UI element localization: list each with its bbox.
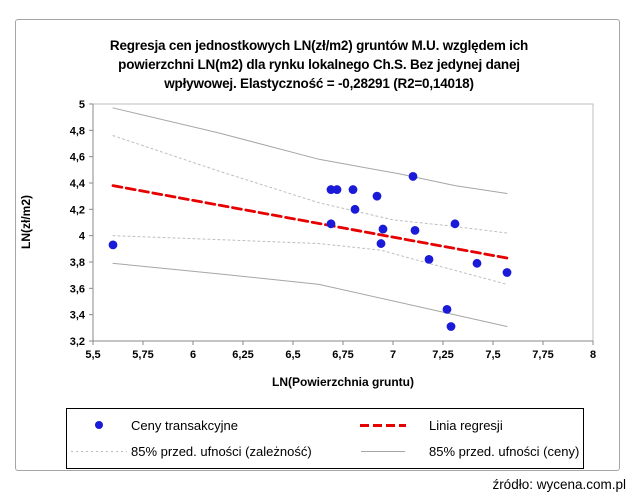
x-tick-label: 7 bbox=[390, 349, 396, 361]
legend-marker-point bbox=[67, 421, 131, 430]
data-point bbox=[446, 322, 456, 331]
legend-marker-solid-line bbox=[337, 451, 429, 453]
chart-title-line-2: powierzchni LN(m2) dla rynku lokalnego C… bbox=[118, 57, 520, 72]
y-tick-label: 4,2 bbox=[70, 204, 85, 216]
x-tick-label: 6,25 bbox=[232, 349, 253, 361]
data-point bbox=[408, 172, 418, 181]
legend-marker-dotted-line bbox=[67, 451, 131, 453]
x-tick-label: 6,75 bbox=[332, 349, 353, 361]
legend-label-regression-line: Linia regresji bbox=[429, 417, 503, 433]
x-tick-label: 6 bbox=[190, 349, 196, 361]
y-tick-label: 4,4 bbox=[70, 178, 86, 190]
data-point bbox=[378, 224, 388, 234]
x-tick-label: 5,5 bbox=[85, 349, 100, 361]
legend-label-transaction-prices: Ceny transakcyjne bbox=[131, 417, 238, 433]
chart-title: Regresja cen jednostkowych LN(zł/m2) gru… bbox=[79, 36, 559, 93]
data-point bbox=[410, 226, 420, 235]
data-point bbox=[376, 239, 386, 248]
legend-label-conf-dependence: 85% przed. ufności (zależność) bbox=[131, 444, 312, 460]
y-tick-label: 3,4 bbox=[70, 310, 86, 322]
regression-line bbox=[111, 184, 509, 260]
y-tick-label: 3,8 bbox=[70, 257, 85, 269]
data-point bbox=[326, 219, 336, 229]
y-axis-title: LN(zł/m2) bbox=[19, 195, 33, 249]
x-tick-label: 7,25 bbox=[432, 349, 453, 361]
data-point bbox=[332, 185, 342, 194]
x-tick-label: 7,5 bbox=[485, 349, 500, 361]
data-point bbox=[450, 219, 460, 229]
legend-box: Ceny transakcyjne Linia regresji 85% prz… bbox=[66, 408, 584, 469]
data-point bbox=[350, 204, 360, 214]
conf-prices-lower bbox=[112, 262, 508, 328]
data-point bbox=[372, 191, 382, 201]
data-point bbox=[348, 185, 358, 194]
data-point bbox=[108, 240, 118, 250]
legend-marker-dashed-line bbox=[337, 423, 429, 427]
dotted-line-icon bbox=[71, 451, 127, 453]
y-tick-label: 3,6 bbox=[70, 283, 85, 295]
conf-prices-upper bbox=[112, 107, 508, 195]
y-tick-label: 4,8 bbox=[70, 125, 85, 137]
y-tick-label: 3,2 bbox=[70, 336, 85, 348]
data-point bbox=[442, 305, 452, 314]
x-tick-label: 8 bbox=[590, 349, 596, 361]
x-axis-title: LN(Powierzchnia gruntu) bbox=[272, 375, 414, 389]
y-tick-label: 4,6 bbox=[70, 152, 85, 164]
y-tick-label: 4 bbox=[79, 231, 86, 243]
x-tick-label: 6,5 bbox=[285, 349, 300, 361]
y-tick-label: 5 bbox=[79, 99, 85, 111]
chart-title-line-1: Regresja cen jednostkowych LN(zł/m2) gru… bbox=[109, 38, 529, 53]
x-tick-label: 5,75 bbox=[132, 349, 153, 361]
data-point bbox=[502, 268, 512, 277]
data-point bbox=[424, 254, 434, 264]
dashed-line-icon bbox=[360, 423, 406, 427]
chart-title-line-3: wpływowej. Elastyczność = -0,28291 (R2=0… bbox=[164, 76, 474, 91]
solid-line-icon bbox=[361, 451, 405, 453]
legend-label-conf-prices: 85% przed. ufności (ceny) bbox=[429, 444, 580, 460]
scatter-point-icon bbox=[95, 421, 103, 430]
data-point bbox=[472, 258, 482, 268]
source-note: źródło: wycena.com.pl bbox=[492, 477, 626, 492]
plot-border bbox=[92, 103, 594, 342]
x-tick-label: 7,75 bbox=[532, 349, 553, 361]
conf-dependence-lower bbox=[112, 235, 508, 285]
